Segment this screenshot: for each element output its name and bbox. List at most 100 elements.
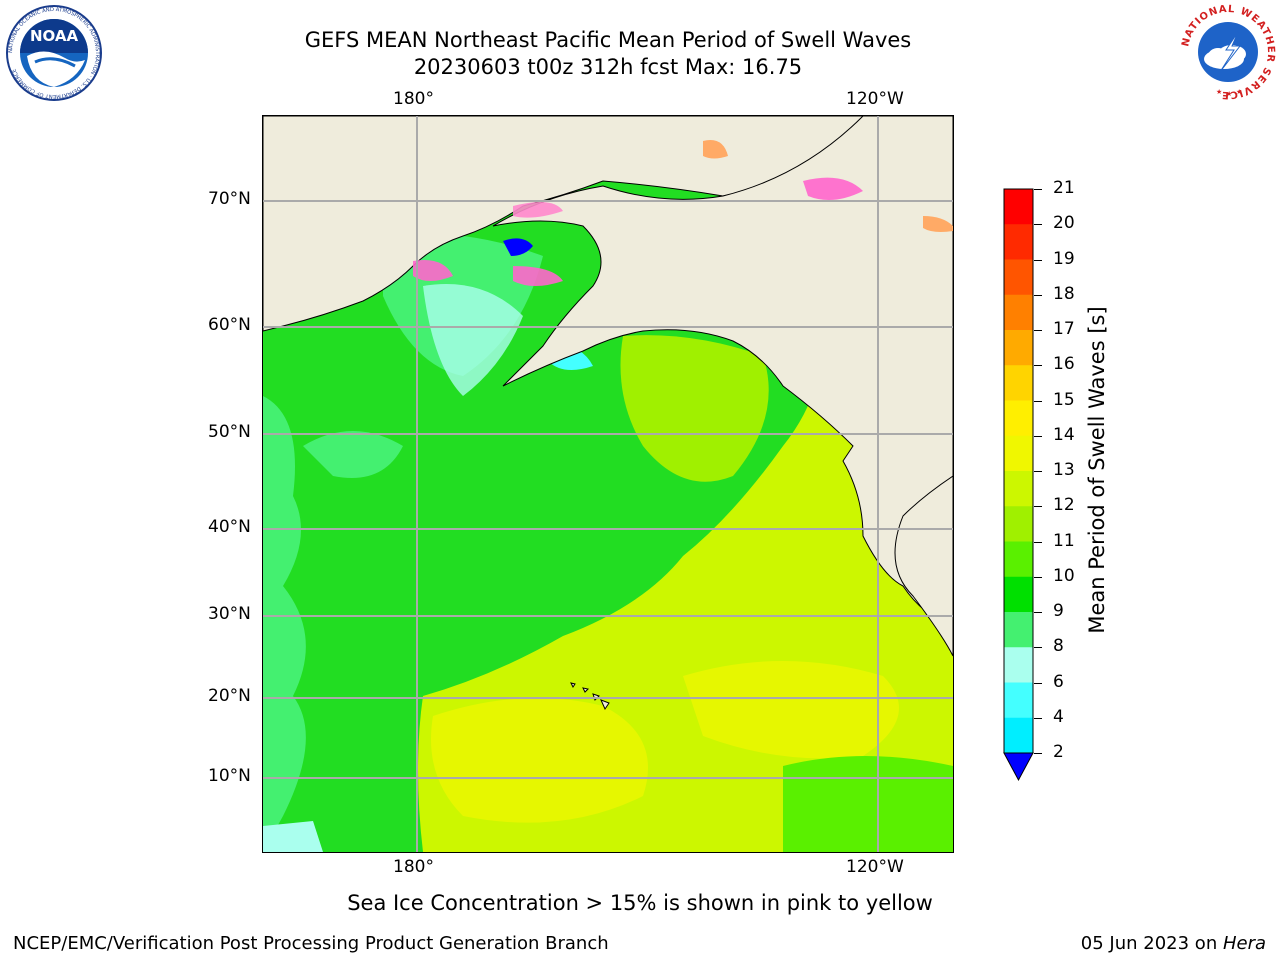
- colorbar-tick-label: 2: [1053, 742, 1064, 762]
- sea-ice-caption: Sea Ice Concentration > 15% is shown in …: [347, 891, 933, 915]
- colorbar-band: [1004, 576, 1033, 613]
- colorbar-tick-mark: [1034, 717, 1042, 719]
- colorbar-tick-label: 4: [1053, 706, 1064, 727]
- sea-ice-orange-1: [703, 140, 728, 159]
- colorbar-label: Mean Period of Swell Waves [s]: [1085, 306, 1109, 634]
- map-panel[interactable]: [262, 115, 954, 853]
- colorbar-band: [1004, 259, 1033, 296]
- colorbar-band: [1004, 189, 1033, 225]
- colorbar-tick-label: 12: [1053, 495, 1075, 516]
- colorbar-tick-mark: [1034, 471, 1042, 472]
- colorbar-tick-mark: [1034, 224, 1042, 226]
- ocean-cyan-bering: [423, 284, 523, 396]
- colorbar-tick-label: 19: [1053, 248, 1075, 269]
- colorbar-tick-mark: [1034, 753, 1042, 754]
- colorbar-band: [1004, 435, 1033, 472]
- colorbar-band: [1004, 717, 1033, 754]
- colorbar-tick-label: 18: [1053, 283, 1075, 304]
- colorbar-tick-mark: [1034, 506, 1042, 508]
- land-alaska-canada: [492, 116, 953, 627]
- lon-label-bottom-180: 180°: [393, 857, 434, 877]
- colorbar-tick-mark: [1034, 189, 1042, 190]
- lat-label-40n: 40°N: [208, 517, 251, 537]
- lon-label-bottom-120w: 120°W: [846, 857, 904, 877]
- ocean-yellow-central: [683, 661, 899, 759]
- sea-ice-pink-4: [513, 202, 563, 218]
- ocean-lightgreen-patch: [303, 431, 403, 478]
- land-hawaii: [570, 682, 610, 711]
- ocean-cyan-sw: [263, 821, 323, 852]
- lat-label-50n: 50°N: [208, 422, 251, 442]
- colorbar-extend-arrow: [1003, 752, 1034, 782]
- colorbar-band: [1004, 400, 1033, 437]
- svg-text:★: ★: [1236, 88, 1242, 96]
- colorbar-band: [1004, 471, 1033, 507]
- ocean-yellow-south: [431, 698, 648, 823]
- colorbar-tick-mark: [1034, 330, 1042, 331]
- lat-label-60n: 60°N: [208, 315, 251, 335]
- footer-right: 05 Jun 2023 on Hera: [1081, 933, 1266, 954]
- colorbar-tick-label: 8: [1053, 636, 1064, 657]
- colorbar-band: [1004, 330, 1033, 366]
- footer-host: Hera: [1222, 933, 1266, 954]
- colorbar-svg: [1003, 188, 1034, 782]
- colorbar-band: [1004, 506, 1033, 542]
- colorbar: [1003, 188, 1034, 782]
- colorbar-band: [1004, 612, 1033, 648]
- lon-label-top-120w: 120°W: [846, 89, 904, 109]
- land-west-coast: [894, 475, 953, 657]
- svg-text:★: ★: [1226, 90, 1232, 98]
- colorbar-tick-label: 14: [1053, 424, 1075, 445]
- colorbar-tick-mark: [1034, 435, 1042, 437]
- sea-ice-pink-3: [803, 177, 863, 200]
- colorbar-tick-label: 10: [1053, 565, 1075, 586]
- sea-ice-pink-2: [513, 266, 563, 286]
- sea-ice-orange-2: [923, 216, 953, 232]
- colorbar-tick-label: 13: [1053, 460, 1075, 480]
- chart-subtitle: 20230603 t00z 312h fcst Max: 16.75: [413, 55, 803, 79]
- colorbar-tick-mark: [1034, 576, 1042, 578]
- colorbar-tick-mark: [1034, 647, 1042, 649]
- noaa-logo: NOAA NATIONAL OCEANIC AND ATMOSPHERIC AD…: [5, 4, 103, 102]
- colorbar-outline: [1003, 188, 1034, 754]
- sea-ice-pink-1: [413, 260, 453, 281]
- colorbar-band: [1004, 294, 1033, 331]
- colorbar-tick-label: 15: [1053, 389, 1075, 410]
- lat-label-70n: 70°N: [208, 189, 251, 209]
- colorbar-tick-label: 16: [1053, 354, 1075, 375]
- lat-label-20n: 20°N: [208, 686, 251, 706]
- nws-logo: NATIONAL WEATHER SERVICE ★ ★ ★: [1180, 4, 1276, 100]
- colorbar-tick-label: 20: [1053, 213, 1075, 234]
- colorbar-band: [1004, 647, 1033, 683]
- lon-label-top-180: 180°: [393, 89, 434, 109]
- svg-text:★: ★: [1216, 88, 1222, 96]
- colorbar-band: [1004, 365, 1033, 401]
- colorbar-tick-label: 6: [1053, 671, 1064, 692]
- colorbar-tick-label: 21: [1053, 178, 1075, 198]
- colorbar-tick-mark: [1034, 365, 1042, 367]
- colorbar-band: [1004, 541, 1033, 578]
- colorbar-tick-mark: [1034, 259, 1042, 261]
- colorbar-tick-label: 17: [1053, 319, 1075, 339]
- colorbar-tick-label: 11: [1053, 530, 1075, 551]
- colorbar-tick-mark: [1034, 400, 1042, 402]
- chart-title: GEFS MEAN Northeast Pacific Mean Period …: [304, 28, 912, 52]
- colorbar-tick-mark: [1034, 294, 1042, 296]
- ocean-yellowgreen-gulf: [620, 335, 769, 482]
- sea-ice-blue: [503, 238, 533, 256]
- ocean-lightgreen-west: [263, 396, 306, 852]
- noaa-logo-text: NOAA: [30, 27, 79, 45]
- colorbar-tick-mark: [1034, 541, 1042, 543]
- colorbar-tick-mark: [1034, 612, 1042, 613]
- gridlines: [263, 116, 953, 852]
- lat-label-10n: 10°N: [208, 766, 251, 786]
- map-svg: [263, 116, 953, 852]
- colorbar-tick-mark: [1034, 682, 1042, 684]
- lat-label-30n: 30°N: [208, 604, 251, 624]
- colorbar-band: [1004, 224, 1033, 260]
- colorbar-tick-label: 9: [1053, 601, 1064, 621]
- footer-date: 05 Jun 2023 on: [1080, 933, 1223, 954]
- ocean-green-se: [783, 756, 953, 852]
- footer-left: NCEP/EMC/Verification Post Processing Pr…: [13, 933, 609, 954]
- colorbar-band: [1004, 682, 1033, 719]
